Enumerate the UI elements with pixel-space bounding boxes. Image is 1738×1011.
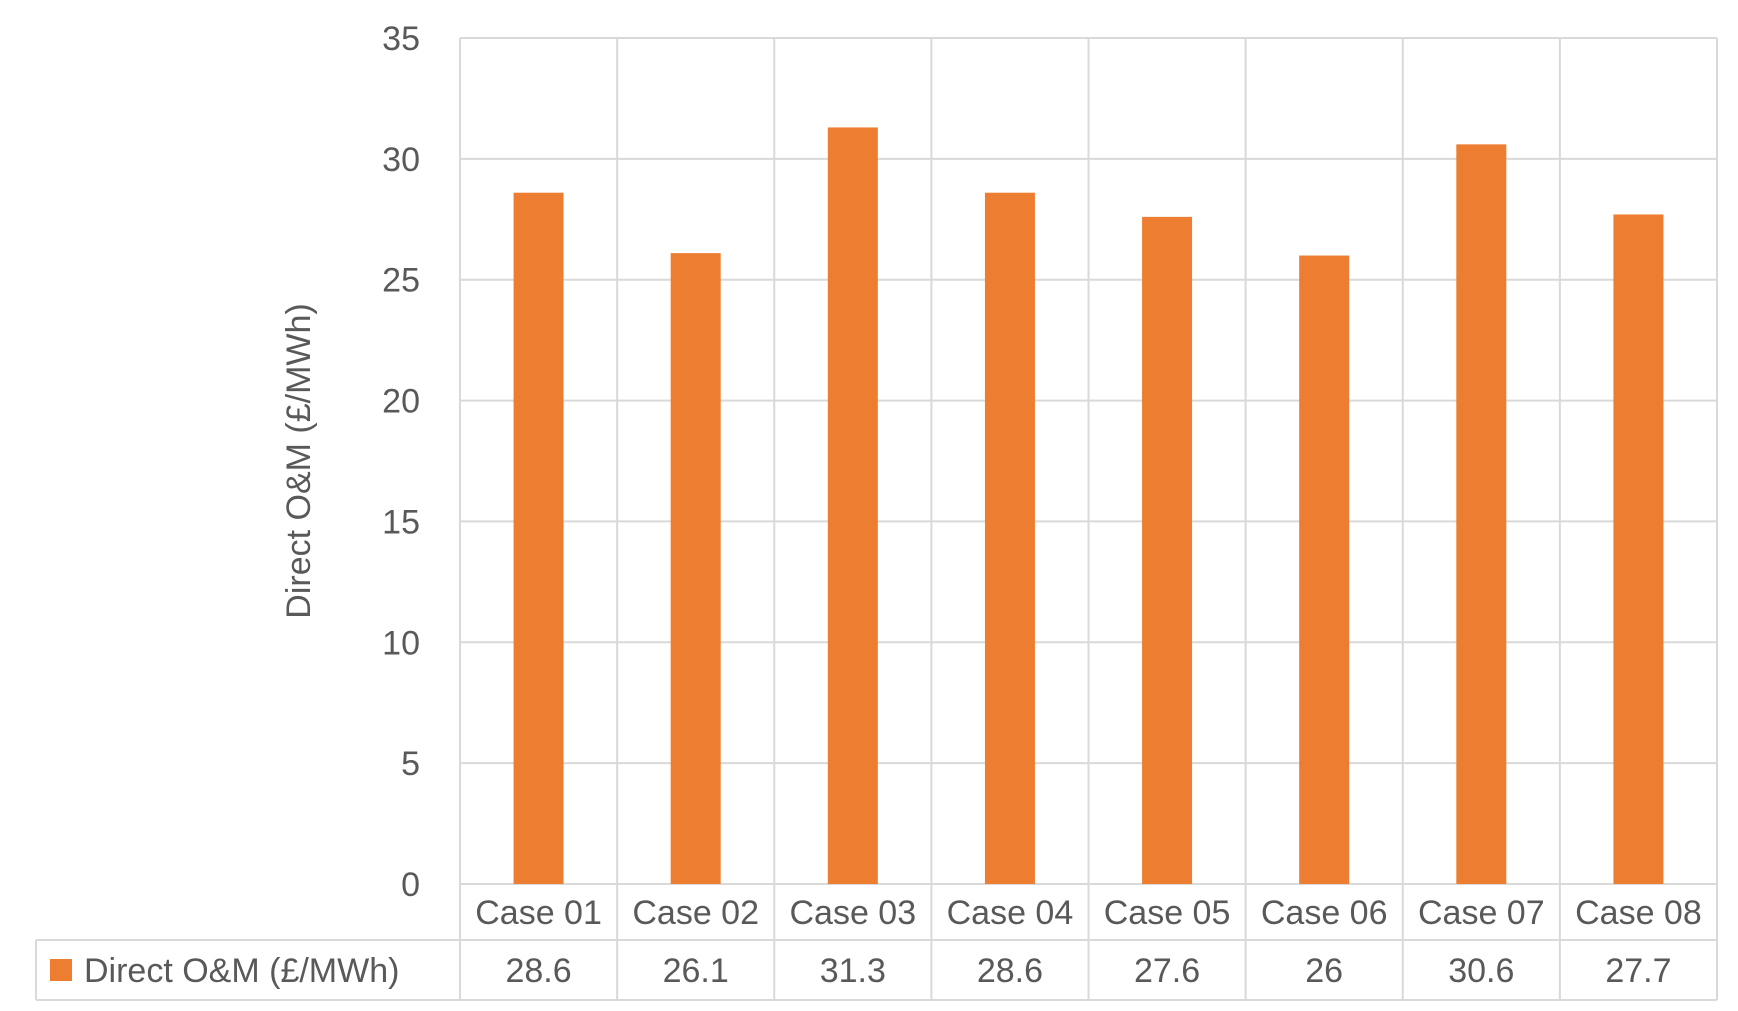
bars [513,127,1664,885]
category-label: Case 04 [947,894,1074,932]
category-label: Case 07 [1418,894,1545,932]
bar-case-01 [513,192,564,884]
data-table-value: 27.6 [1134,952,1200,990]
category-label: Case 01 [475,894,602,932]
series-name: Direct O&M (£/MWh) [84,952,399,990]
bar-case-07 [1456,144,1507,885]
data-table-value: 27.7 [1605,952,1671,990]
y-tick-label: 0 [401,866,420,904]
bar-case-02 [670,253,721,884]
data-table: Case 01 28.6 Case 02 26.1 Case 03 31.3 Case 04… [35,894,1718,1001]
data-table-value: 26.1 [663,952,729,990]
y-axis-tick-labels: 0 5 10 15 20 25 30 35 [382,20,420,904]
bar-case-06 [1299,255,1350,885]
y-axis-title: Direct O&M (£/MWh) [280,303,318,618]
category-label: Case 03 [789,894,916,932]
y-tick-label: 30 [382,141,420,179]
bar-case-08 [1613,214,1664,885]
y-tick-label: 5 [401,745,420,783]
legend-key [50,959,72,981]
y-tick-label: 10 [382,624,420,662]
bar-case-05 [1142,216,1193,884]
y-tick-label: 35 [382,20,420,58]
bar-case-04 [984,192,1035,884]
y-tick-label: 15 [382,503,420,541]
data-table-value: 26 [1305,952,1343,990]
data-table-value: 28.6 [505,952,571,990]
bar-case-03 [827,127,878,885]
data-table-value: 31.3 [820,952,886,990]
y-tick-label: 20 [382,383,420,421]
category-label: Case 05 [1104,894,1231,932]
y-tick-label: 25 [382,262,420,300]
category-label: Case 08 [1575,894,1702,932]
data-table-value: 30.6 [1448,952,1514,990]
gridlines [459,37,1718,940]
data-table-value: 28.6 [977,952,1043,990]
category-label: Case 02 [632,894,759,932]
category-label: Case 06 [1261,894,1388,932]
